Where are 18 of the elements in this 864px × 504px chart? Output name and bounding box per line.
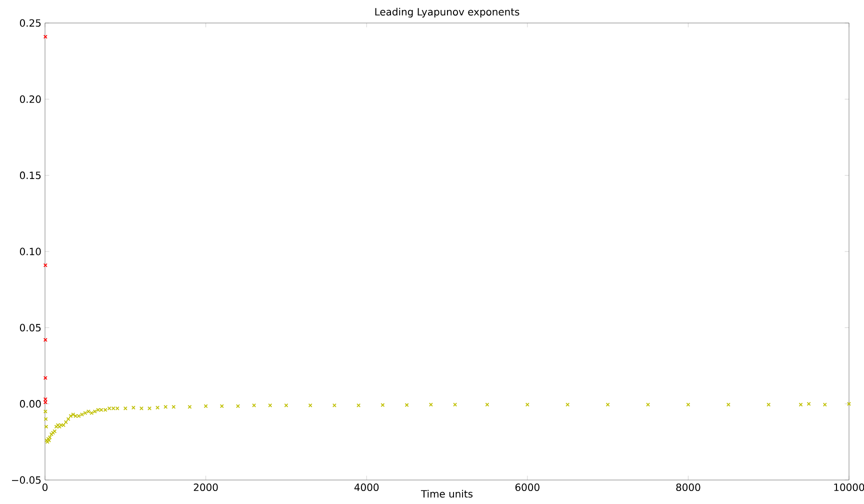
y-tick-label: 0.05 [20, 324, 41, 332]
y-tick-label: 0.20 [20, 95, 41, 103]
point [43, 338, 48, 342]
y-tick-label: 0.10 [20, 248, 41, 256]
x-tick-label: 2000 [194, 484, 218, 492]
point [43, 400, 48, 404]
y-tick-label: 0.25 [20, 19, 41, 27]
y-tick-label: −0.05 [12, 476, 41, 484]
y-tick-label: 0.00 [20, 400, 41, 408]
x-tick-label: 4000 [354, 484, 379, 492]
x-tick-label: 8000 [676, 484, 700, 492]
chart-title: Leading Lyapunov exponents [375, 8, 520, 18]
x-tick-label: 6000 [515, 484, 540, 492]
x-tick-label: 10000 [834, 484, 864, 492]
x-axis-title: Time units [420, 490, 473, 498]
y-tick-label: 0.15 [20, 172, 41, 180]
point [43, 376, 48, 380]
x-tick-label: 0 [42, 484, 48, 492]
